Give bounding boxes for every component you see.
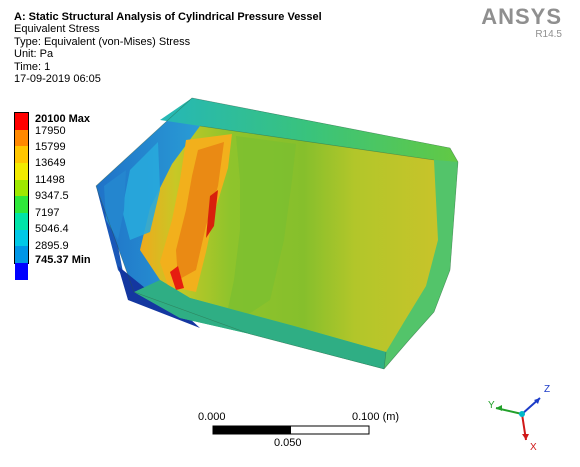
legend-label: 11498 [35,174,65,186]
legend-color-swatch [15,179,28,197]
result-timestamp: 17-09-2019 06:05 [14,73,101,86]
model-edges [95,97,459,370]
result-time: Time: 1 [14,60,51,73]
legend-color-swatch [15,162,28,180]
legend-label: 7197 [35,207,60,219]
legend-label: 13649 [35,157,66,169]
legend-color-swatch [15,129,28,147]
inner-green-band [226,136,296,320]
legend-color-swatch [15,262,28,280]
red-streak [206,190,218,238]
scale-mid-label: 0.050 [274,437,302,449]
bottom-wall [134,280,386,369]
triad-z-label: Z [544,384,551,395]
scale-left-label: 0.000 [198,411,226,423]
legend-max-label: 20100 Max [35,113,91,125]
legend-label: 2895.9 [35,240,69,252]
result-header: A: Static Structural Analysis of Cylindr… [14,11,322,85]
result-unit: Unit: Pa [14,48,54,61]
legend-label: 17950 [35,125,66,137]
result-type: Type: Equivalent (von-Mises) Stress [14,35,191,48]
legend-color-swatch [15,113,28,130]
axis-triad[interactable]: Z Y X [482,378,552,458]
legend-color-swatch [15,212,28,230]
legend-color-swatch [15,196,28,213]
ansys-logo: ANSYS R14.5 [481,5,562,41]
ansys-release: R14.5 [535,29,562,40]
analysis-title: A: Static Structural Analysis of Cylindr… [14,11,322,23]
left-cyan-stripe [122,142,160,240]
legend-color-bar [14,112,29,280]
legend-label: 15799 [35,141,66,153]
top-rim [160,98,458,162]
triad-arrows [495,397,541,441]
legend-color-swatch [15,246,28,263]
scale-right-label: 0.100 (m) [352,411,400,423]
left-blue-stripe [104,170,126,240]
triad-y-label: Y [488,400,495,411]
red-hotspot [170,266,184,290]
result-name: Equivalent Stress [14,23,100,36]
legend-color-swatch [15,229,28,247]
legend-color-swatch [15,146,28,163]
orange-core [176,142,224,280]
legend-label: 9347.5 [35,190,69,202]
legend-min-label: 745.37 Min [35,254,91,266]
triad-x-label: X [530,442,537,453]
ansys-brand: ANSYS [481,4,562,29]
legend-label: 5046.4 [35,223,69,235]
